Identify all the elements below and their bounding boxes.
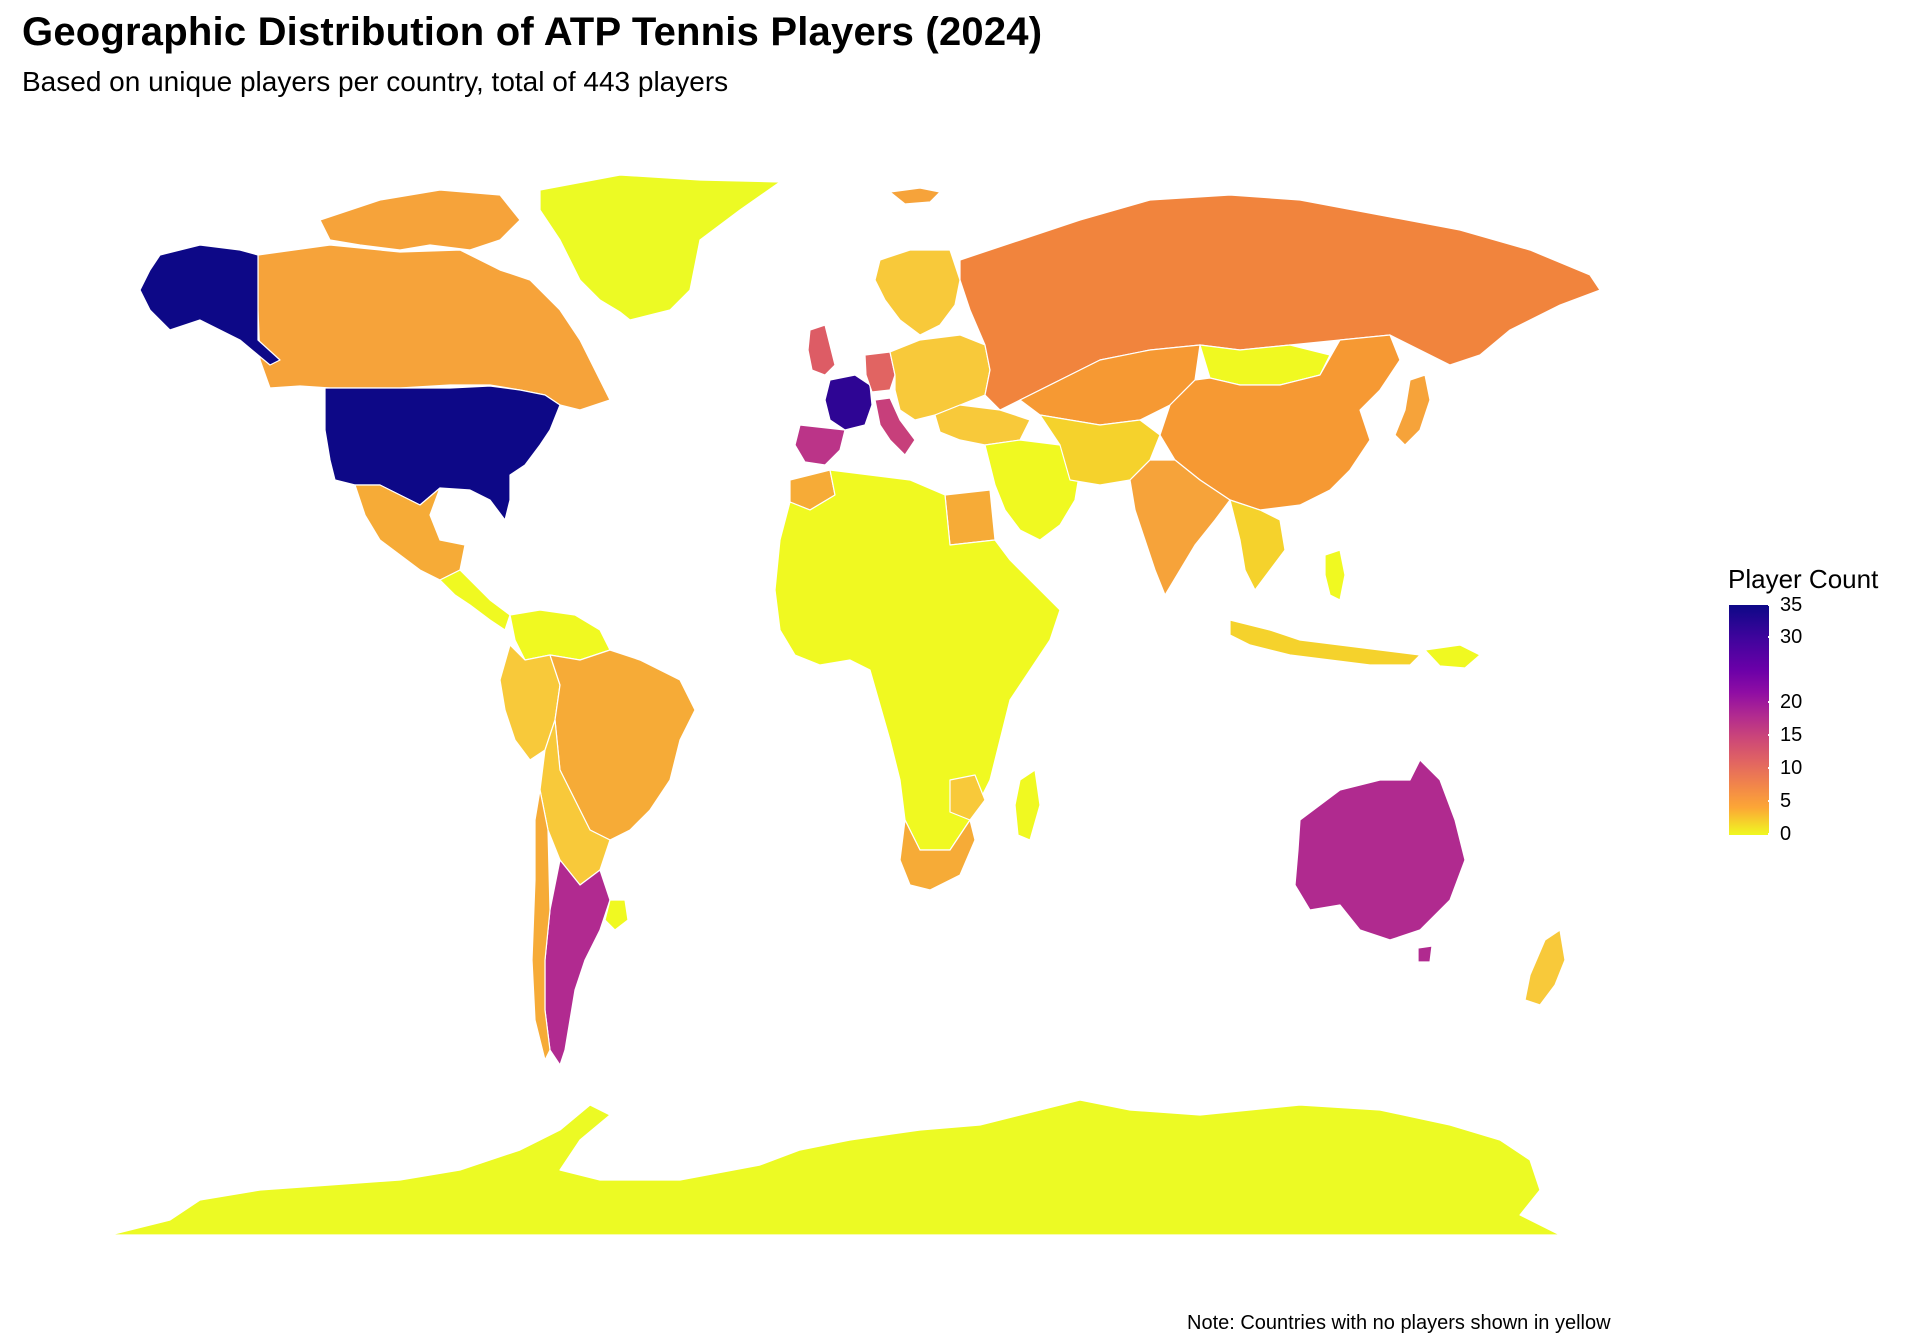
region-south-africa: [899, 819, 976, 891]
legend-tick-label: 20: [1767, 691, 1803, 713]
region-new-zealand: [1524, 929, 1566, 1006]
region-india: [1129, 459, 1231, 596]
region-russia: [959, 194, 1601, 411]
region-mexico: [354, 484, 466, 581]
region-japan: [1394, 374, 1431, 446]
legend: Player Count 35 30 20 15 10 5 0: [1728, 564, 1918, 845]
footnote: Note: Countries with no players shown in…: [1187, 1312, 1611, 1334]
region-spain: [794, 424, 846, 466]
region-france: [824, 374, 873, 431]
region-central-america: [439, 569, 511, 631]
region-north-south-america: [509, 609, 611, 661]
legend-title: Player Count: [1728, 564, 1879, 594]
region-uk: [807, 324, 836, 376]
map-title: Geographic Distribution of ATP Tennis Pl…: [22, 10, 1043, 54]
legend-tick-label: 35: [1767, 594, 1803, 616]
region-iceland: [889, 187, 941, 205]
region-italy: [874, 397, 916, 456]
world-map: [109, 174, 1601, 1236]
region-madagascar: [1014, 769, 1041, 841]
region-greenland: [539, 174, 781, 321]
region-turkey: [934, 404, 1031, 446]
region-canada: [257, 244, 611, 411]
region-zimbabwe: [949, 774, 986, 821]
region-australia: [1294, 759, 1466, 941]
region-philippines: [1324, 549, 1346, 601]
region-canada-islands: [319, 189, 521, 251]
region-uruguay: [604, 899, 629, 931]
region-argentina: [544, 859, 611, 1066]
region-africa: [774, 469, 1061, 851]
region-chile: [531, 789, 551, 1061]
legend-colorbar: 35 30 20 15 10 5 0: [1728, 595, 1918, 845]
region-germany: [864, 351, 896, 393]
legend-tick-label: 0: [1767, 823, 1792, 845]
region-png: [1424, 644, 1481, 669]
legend-tick-label: 10: [1767, 757, 1803, 779]
region-middle-east: [984, 439, 1081, 541]
legend-tick-label: 15: [1767, 724, 1803, 746]
region-tasmania: [1417, 945, 1433, 963]
region-scandinavia: [874, 249, 961, 336]
region-southeast-asia: [1229, 499, 1286, 591]
legend-tick-label: 30: [1767, 626, 1803, 648]
region-antarctica: [109, 1099, 1561, 1236]
legend-tick-label: 5: [1767, 790, 1792, 812]
region-alaska: [139, 244, 281, 366]
legend-gradient: [1729, 605, 1769, 835]
region-egypt: [944, 489, 996, 546]
map-subtitle: Based on unique players per country, tot…: [22, 66, 729, 97]
region-indonesia: [1229, 619, 1421, 666]
